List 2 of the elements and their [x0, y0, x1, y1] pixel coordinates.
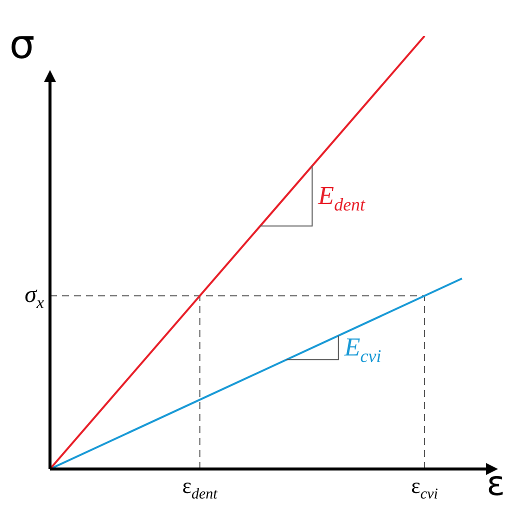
x-axis-title: ε	[486, 464, 505, 504]
y-axis-title: σ	[9, 22, 35, 68]
